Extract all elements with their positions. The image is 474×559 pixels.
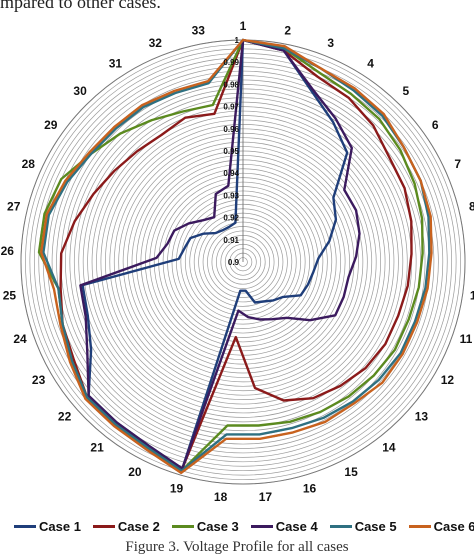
r-tick-label: 0.99 [223,58,239,67]
radar-grid [20,39,466,485]
legend-swatch [329,524,352,528]
r-tick-label: 0.96 [223,125,239,134]
r-tick-label: 0.93 [223,191,239,200]
category-label: 26 [1,244,15,258]
category-label: 5 [403,84,410,98]
category-label: 3 [327,36,334,50]
radial-tick-labels: 0.9 0.91 0.92 0.93 0.94 0.95 0.96 0.97 0.98 0.99 1 [223,36,239,267]
r-tick-label: 0.91 [223,236,239,245]
figure-caption: Figure 3. Voltage Profile for all cases [125,539,349,555]
category-label: 28 [22,157,36,171]
r-tick-label: 0.94 [223,169,239,178]
category-label: 25 [3,289,17,303]
category-label: 14 [382,441,396,455]
legend-item: Case 2 [92,518,160,534]
legend-label: Case 1 [39,518,81,534]
category-label: 21 [90,441,104,455]
legend-item: Case 4 [250,518,318,534]
legend-swatch [171,524,194,528]
legend-label: Case 2 [117,518,160,534]
category-label: 22 [58,410,72,424]
series-line-case-2 [59,38,413,470]
series-line-case-6 [40,38,433,475]
category-label: 20 [128,465,142,479]
r-tick-label: 0.92 [223,214,239,223]
legend-swatch [250,524,273,528]
category-label: 17 [259,490,273,504]
legend-swatch [92,524,115,528]
category-label: 29 [44,118,58,132]
category-label: 19 [170,481,184,495]
radar-chart: 0.90.910.920.930.940.950.960.970.980.991… [1,19,474,504]
body-text-fragment: mpared to other cases. [0,0,161,12]
legend-label: Case 6 [433,518,474,534]
category-label: 27 [7,199,21,213]
category-label: 2 [284,23,291,37]
legend-label: Case 5 [354,518,397,534]
category-label: 33 [192,23,206,37]
category-label: 31 [109,57,123,71]
series-line-case-1 [81,38,349,470]
category-label: 6 [432,118,439,132]
category-label: 8 [469,199,474,213]
r-tick-label: 0.9 [228,258,240,267]
category-label: 24 [13,332,27,346]
legend-item: Case 6 [408,518,474,534]
chart-legend: Case 1 Case 2 Case 3 Case 4 Case 5 Case 6 [14,515,474,537]
category-label: 30 [73,84,87,98]
category-label: 13 [415,410,429,424]
legend-item: Case 1 [14,519,81,534]
legend-swatch [408,524,431,528]
category-labels: 1234567891011121314151617181920212223242… [1,19,474,504]
category-label: 32 [149,36,163,50]
category-label: 12 [441,373,455,387]
category-label: 23 [32,373,46,387]
legend-swatch [14,524,36,528]
r-tick-label: 0.98 [223,80,239,89]
radar-series [37,38,433,475]
category-label: 18 [214,490,228,504]
category-label: 7 [454,157,461,171]
category-label: 16 [303,481,317,495]
r-tick-label: 1 [235,36,240,45]
r-tick-label: 0.97 [223,103,239,112]
legend-item: Case 5 [329,518,397,534]
category-label: 15 [344,465,358,479]
category-label: 1 [240,19,247,33]
series-line-case-4 [79,38,361,470]
legend-label: Case 3 [196,518,239,534]
category-label: 11 [460,332,473,346]
legend-label: Case 4 [275,518,318,534]
legend-item: Case 3 [171,518,239,534]
category-label: 4 [367,57,374,71]
r-tick-label: 0.95 [223,147,239,156]
category-label: 10 [470,289,474,303]
